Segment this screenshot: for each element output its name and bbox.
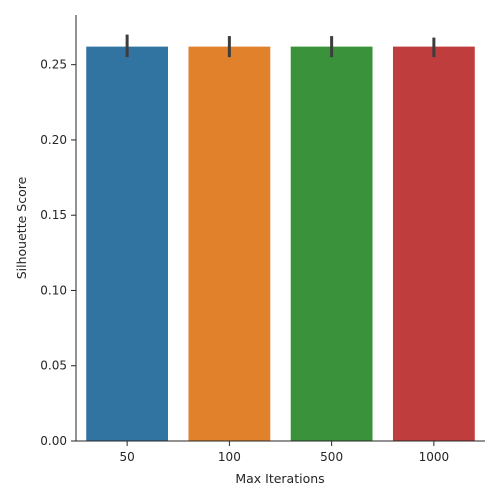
y-axis-label: Silhouette Score (14, 176, 29, 279)
bar-500 (290, 46, 373, 442)
bar-1000 (392, 46, 475, 442)
y-tick-label: 0.15 (40, 208, 67, 222)
error-bars-layer (125, 34, 436, 58)
x-axis-label: Max Iterations (235, 471, 324, 486)
y-tick-label: 0.25 (40, 58, 67, 72)
bar-100 (188, 46, 271, 442)
bar-50 (86, 46, 169, 442)
y-tick-label: 0.05 (40, 359, 67, 373)
y-tick-label: 0.20 (40, 133, 67, 147)
y-tick-label: 0.00 (40, 434, 67, 448)
y-ticks-layer: 0.00 0.05 0.10 0.15 0.20 0.25 (40, 58, 76, 448)
bars-layer (86, 46, 475, 442)
x-tick-label-50: 50 (119, 450, 134, 464)
x-tick-label-100: 100 (218, 450, 241, 464)
x-tick-label-500: 500 (320, 450, 343, 464)
x-tick-label-1000: 1000 (419, 450, 450, 464)
x-ticks-layer: 50 100 500 1000 (119, 441, 449, 464)
axes-layer (75, 15, 485, 442)
y-tick-label: 0.10 (40, 283, 67, 297)
